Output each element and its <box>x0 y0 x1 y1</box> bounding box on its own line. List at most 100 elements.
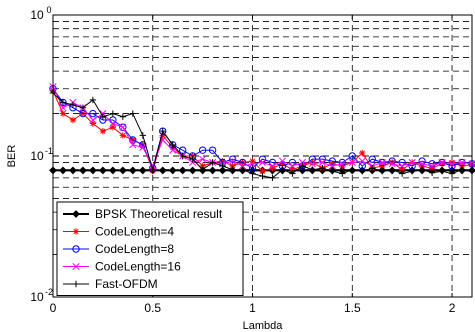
data-point <box>438 160 446 168</box>
data-point <box>89 109 97 118</box>
x-axis-label: Lambda <box>243 320 284 332</box>
data-point <box>388 159 396 166</box>
data-point <box>59 104 67 112</box>
data-point <box>99 113 107 120</box>
data-point <box>268 162 277 170</box>
data-point <box>308 155 317 163</box>
data-point <box>89 120 97 127</box>
data-point <box>339 170 346 177</box>
data-point <box>448 170 456 177</box>
data-point <box>269 164 276 172</box>
data-point <box>359 149 366 157</box>
data-point <box>139 143 147 151</box>
data-point <box>108 166 117 175</box>
data-point <box>458 166 466 173</box>
y-axis-label: BER <box>6 145 18 168</box>
data-point <box>98 166 107 175</box>
data-point <box>458 158 466 167</box>
data-point <box>398 166 406 173</box>
legend-label: CodeLength=8 <box>95 242 174 256</box>
data-point <box>428 160 436 168</box>
data-point <box>289 166 296 173</box>
data-point <box>59 99 67 106</box>
data-point <box>119 113 127 120</box>
data-point <box>269 174 276 182</box>
legend-swatch-marker <box>72 245 80 253</box>
y-tick-label: 10 <box>30 149 44 163</box>
data-point <box>69 116 77 124</box>
data-point <box>198 146 207 154</box>
data-point <box>238 162 247 170</box>
data-point <box>228 155 237 163</box>
data-point <box>149 166 156 173</box>
data-point <box>388 160 396 168</box>
data-point <box>259 168 266 175</box>
data-point <box>89 96 97 104</box>
data-point <box>368 155 376 163</box>
data-point <box>318 158 326 167</box>
data-point <box>128 166 137 175</box>
data-point <box>329 168 336 175</box>
y-tick-label-exponent: -1 <box>45 146 53 156</box>
data-point <box>159 127 166 135</box>
y-tick-label-exponent: 0 <box>46 5 51 15</box>
data-point <box>59 110 67 117</box>
x-tick-label: 0 <box>50 301 57 315</box>
y-tick-label-exponent: -2 <box>45 287 53 297</box>
data-point <box>299 162 306 170</box>
legend-item: CodeLength=16 <box>63 260 181 274</box>
legend-swatch-marker <box>72 210 80 218</box>
legend: BPSK Theoretical result CodeLength=4 CodeL… <box>56 201 244 296</box>
legend-swatch-marker <box>72 262 80 271</box>
data-point <box>249 157 256 165</box>
data-point <box>119 132 127 139</box>
data-point <box>349 166 356 173</box>
data-point <box>408 168 416 175</box>
data-point <box>138 166 147 175</box>
data-point <box>379 168 386 175</box>
legend-swatch-marker <box>72 228 80 235</box>
data-point <box>139 132 146 139</box>
data-point <box>278 157 287 165</box>
data-point <box>179 152 186 160</box>
data-point <box>438 158 446 167</box>
data-point <box>309 166 316 173</box>
data-point <box>279 160 286 168</box>
data-point <box>158 166 167 175</box>
data-point <box>88 166 97 175</box>
series-5 <box>49 89 475 182</box>
legend-label: BPSK Theoretical result <box>95 207 223 221</box>
data-point <box>298 158 306 167</box>
data-point <box>178 166 187 175</box>
data-point <box>199 162 206 170</box>
data-point <box>119 123 127 131</box>
data-point <box>229 166 236 173</box>
data-point <box>398 170 406 177</box>
data-point <box>69 166 77 175</box>
data-point <box>69 101 77 109</box>
data-point <box>388 166 396 173</box>
data-point <box>348 158 356 167</box>
data-point <box>119 123 127 131</box>
data-point <box>408 158 416 167</box>
data-point <box>118 166 127 175</box>
data-point <box>188 166 197 175</box>
data-point <box>249 170 256 177</box>
data-point <box>289 170 296 177</box>
series-layer <box>49 83 475 182</box>
data-point <box>428 169 436 177</box>
data-point <box>169 141 176 149</box>
data-point <box>428 162 436 170</box>
data-point <box>428 164 436 172</box>
data-point <box>328 157 337 165</box>
legend-item: CodeLength=4 <box>63 225 174 239</box>
data-point <box>288 162 296 170</box>
data-point <box>319 164 326 172</box>
data-point <box>359 168 366 175</box>
x-tick-label: 1.5 <box>344 301 361 315</box>
data-point <box>338 158 347 167</box>
data-point <box>398 162 406 170</box>
